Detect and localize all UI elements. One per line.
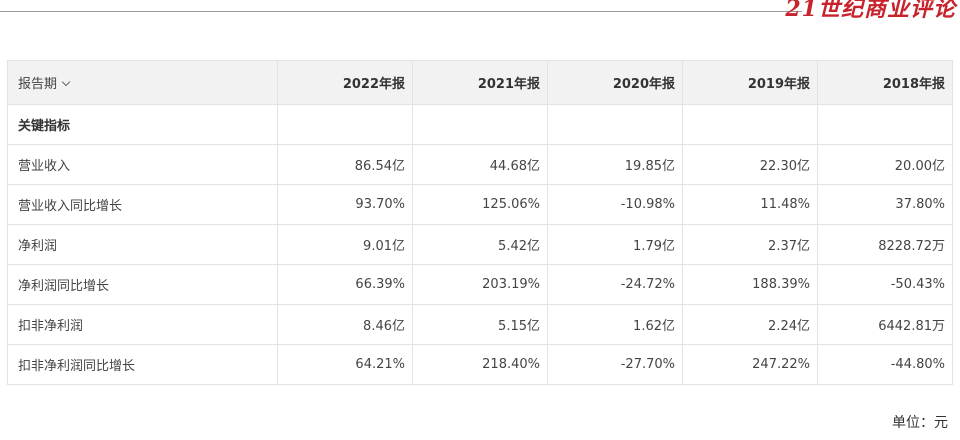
table-cell: -44.80% (817, 344, 953, 385)
row-label: 营业收入 (7, 144, 278, 185)
financial-table-container: 报告期 2022年报 2021年报 2020年报 2019年报 2018年报 关… (7, 60, 953, 385)
row-label: 净利润同比增长 (7, 264, 278, 305)
table-cell: 22.30亿 (682, 144, 818, 185)
table-cell: -50.43% (817, 264, 953, 305)
table-cell: 64.21% (277, 344, 413, 385)
table-cell: 20.00亿 (817, 144, 953, 185)
table-row: 净利润 9.01亿 5.42亿 1.79亿 2.37亿 8228.72万 (7, 224, 953, 265)
table-cell: 5.42亿 (412, 224, 548, 265)
column-header: 2022年报 (277, 60, 413, 105)
table-cell: -10.98% (547, 184, 683, 225)
table-cell: 1.79亿 (547, 224, 683, 265)
table-cell: -27.70% (547, 344, 683, 385)
unit-note: 单位：元 (892, 415, 948, 431)
table-cell: 2.37亿 (682, 224, 818, 265)
table-cell: 8228.72万 (817, 224, 953, 265)
chevron-down-icon (61, 77, 71, 87)
column-header: 2019年报 (682, 60, 818, 105)
financial-indicators-table: 报告期 2022年报 2021年报 2020年报 2019年报 2018年报 关… (7, 60, 953, 385)
empty-cell (277, 104, 413, 145)
table-cell: 5.15亿 (412, 304, 548, 345)
table-row: 扣非净利润 8.46亿 5.15亿 1.62亿 2.24亿 6442.81万 (7, 304, 953, 345)
table-cell: 9.01亿 (277, 224, 413, 265)
row-label: 营业收入同比增长 (7, 184, 278, 225)
table-cell: 2.24亿 (682, 304, 818, 345)
table-cell: 86.54亿 (277, 144, 413, 185)
table-cell: 6442.81万 (817, 304, 953, 345)
table-cell: 203.19% (412, 264, 548, 305)
table-cell: 188.39% (682, 264, 818, 305)
header-rule (0, 11, 802, 12)
table-cell: 8.46亿 (277, 304, 413, 345)
table-cell: 44.68亿 (412, 144, 548, 185)
empty-cell (547, 104, 683, 145)
table-row: 扣非净利润同比增长 64.21% 218.40% -27.70% 247.22%… (7, 344, 953, 385)
report-period-label: 报告期 (18, 77, 58, 92)
table-cell: 1.62亿 (547, 304, 683, 345)
brand-logo: 21世纪商业评论 (785, 0, 956, 22)
row-label: 扣非净利润同比增长 (7, 344, 278, 385)
empty-cell (682, 104, 818, 145)
empty-cell (817, 104, 953, 145)
table-cell: 19.85亿 (547, 144, 683, 185)
table-cell: 93.70% (277, 184, 413, 225)
table-row: 营业收入同比增长 93.70% 125.06% -10.98% 11.48% 3… (7, 184, 953, 225)
table-cell: 125.06% (412, 184, 548, 225)
column-header: 2018年报 (817, 60, 953, 105)
table-row: 营业收入 86.54亿 44.68亿 19.85亿 22.30亿 20.00亿 (7, 144, 953, 185)
report-period-dropdown[interactable]: 报告期 (7, 60, 278, 105)
section-row: 关键指标 (7, 104, 953, 145)
section-label: 关键指标 (7, 104, 278, 145)
table-header-row: 报告期 2022年报 2021年报 2020年报 2019年报 2018年报 (7, 60, 953, 105)
table-cell: 247.22% (682, 344, 818, 385)
table-cell: 66.39% (277, 264, 413, 305)
table-cell: -24.72% (547, 264, 683, 305)
row-label: 扣非净利润 (7, 304, 278, 345)
row-label: 净利润 (7, 224, 278, 265)
column-header: 2020年报 (547, 60, 683, 105)
table-row: 净利润同比增长 66.39% 203.19% -24.72% 188.39% -… (7, 264, 953, 305)
empty-cell (412, 104, 548, 145)
column-header: 2021年报 (412, 60, 548, 105)
table-cell: 37.80% (817, 184, 953, 225)
table-cell: 218.40% (412, 344, 548, 385)
table-cell: 11.48% (682, 184, 818, 225)
